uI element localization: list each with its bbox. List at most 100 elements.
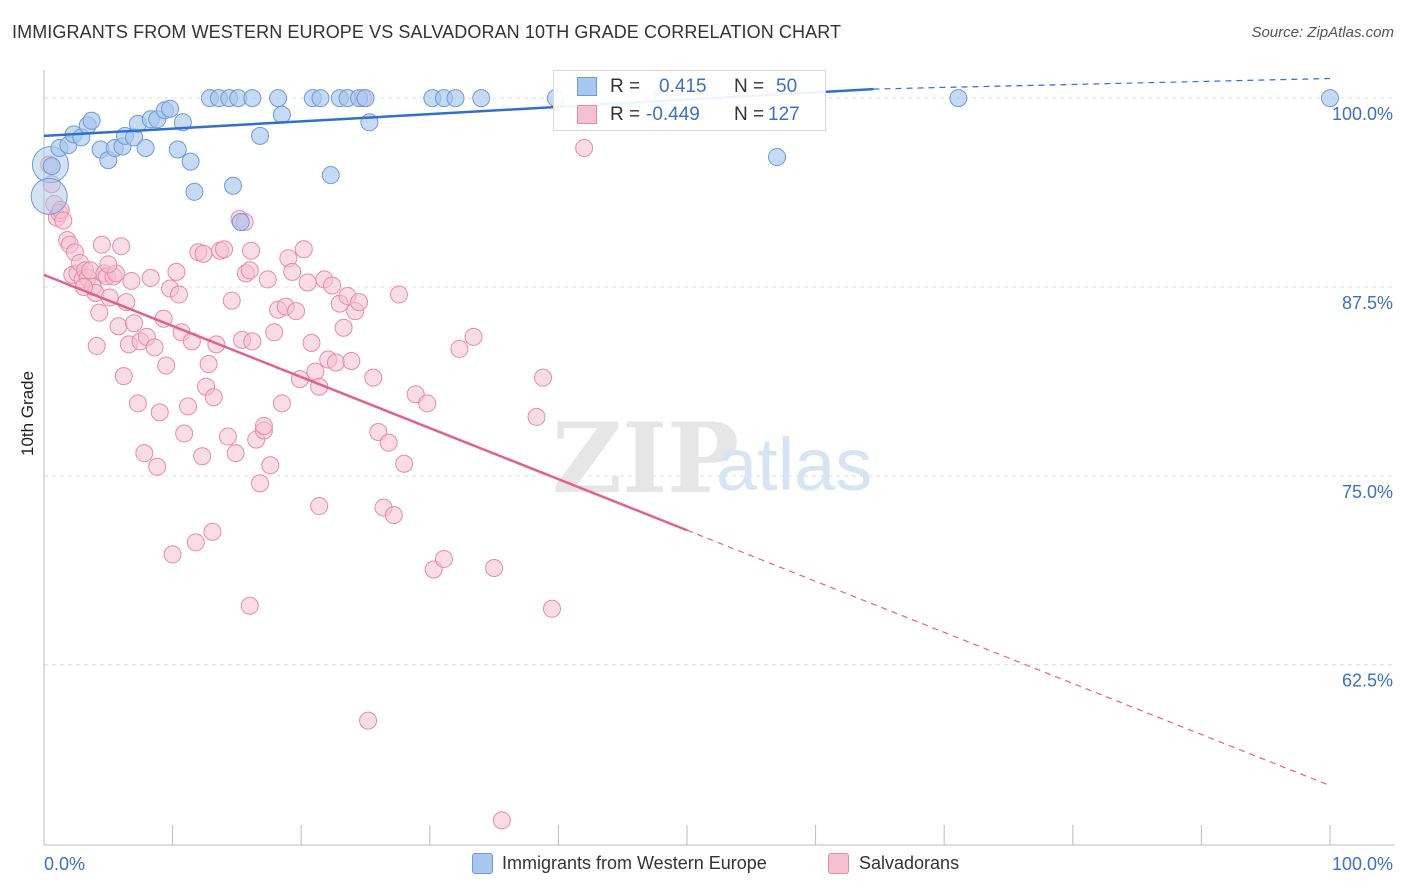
salvadoran-point: [533, 368, 552, 387]
western-europe-point: [42, 157, 61, 176]
salvadoran-point: [99, 255, 118, 274]
salvadoran-point: [272, 394, 291, 413]
y-tick-label: 87.5%: [1342, 293, 1393, 313]
salvadoran-point: [395, 454, 414, 473]
salvadoran-point: [240, 261, 259, 280]
salvadoran-point: [434, 549, 453, 568]
western-europe-point: [269, 89, 288, 108]
salvadoran-point: [112, 237, 131, 256]
salvadoran-point: [199, 355, 218, 374]
correlation-legend: R = 0.415 N = 50 R = -0.449 N = 127: [553, 70, 826, 131]
salvadoran-point: [342, 352, 361, 371]
salvadoran-point: [226, 444, 245, 463]
western-europe-point: [168, 140, 187, 159]
salvadoran-point: [527, 407, 546, 426]
salvadoran-point: [125, 314, 144, 333]
chart-title: IMMIGRANTS FROM WESTERN EUROPE VS SALVAD…: [12, 22, 842, 42]
salvadoran-point: [54, 211, 73, 230]
legend-row-salvadorans: R = -0.449 N = 127: [554, 101, 825, 129]
salvadoran-point: [148, 457, 167, 476]
salvadoran-point: [109, 317, 128, 336]
legend-swatch-blue: [577, 77, 597, 96]
tick-labels: 100.0% 87.5% 75.0% 62.5% 0.0% 100.0%: [44, 104, 1393, 874]
western-europe-point: [173, 113, 192, 132]
n-value-pink: 127: [768, 104, 800, 125]
r-label: R =: [610, 104, 641, 125]
western-europe-point: [321, 166, 340, 185]
trend-line-salvadorans: [43, 273, 688, 532]
western-europe-point: [251, 126, 270, 145]
salvadoran-point: [261, 456, 280, 475]
salvadoran-point: [218, 427, 237, 446]
salvadoran-point: [135, 444, 154, 463]
salvadoran-point: [175, 424, 194, 443]
salvadoran-point: [251, 474, 270, 493]
salvadoran-point: [122, 271, 141, 290]
n-value-blue: 50: [776, 76, 798, 97]
y-tick-label: 75.0%: [1342, 482, 1393, 502]
western-europe-point: [949, 89, 968, 108]
salvadoran-point: [215, 240, 234, 259]
salvadoran-point: [150, 403, 169, 422]
watermark-atlas: atlas: [716, 423, 872, 506]
salvadoran-point: [364, 368, 383, 387]
legend-label-western-europe: Immigrants from Western Europe: [502, 853, 767, 873]
salvadoran-point: [389, 285, 408, 304]
western-europe-point: [181, 152, 200, 171]
salvadoran-point: [87, 336, 106, 355]
r-value-blue: 0.415: [659, 76, 707, 97]
western-europe-point: [185, 182, 204, 201]
western-europe-point: [446, 89, 465, 108]
salvadoran-point: [492, 811, 511, 830]
n-label: N =: [734, 76, 765, 97]
salvadoran-point: [310, 497, 329, 516]
salvadoran-point: [384, 506, 403, 525]
salvadoran-point: [179, 397, 198, 416]
n-label: N =: [734, 104, 765, 125]
salvadoran-point: [167, 262, 186, 281]
salvadoran-point: [222, 291, 241, 310]
legend-swatch-blue: [472, 853, 493, 874]
salvadoran-point: [193, 447, 212, 466]
salvadoran-point: [170, 285, 189, 304]
salvadoran-point: [464, 327, 483, 346]
salvadoran-point: [542, 599, 561, 618]
western-europe-point: [161, 99, 180, 118]
salvadoran-point: [92, 235, 111, 254]
grid-lines: [44, 97, 1395, 666]
salvadoran-point: [254, 416, 273, 435]
salvadoran-point: [326, 353, 345, 372]
salvadoran-point: [575, 138, 594, 157]
western-europe-point: [272, 105, 291, 124]
western-europe-point: [243, 89, 262, 108]
trend-line-salvadorans-extension: [686, 529, 1331, 787]
legend-label-salvadorans: Salvadorans: [859, 853, 960, 873]
y-axis-label: 10th Grade: [18, 370, 37, 456]
r-label: R =: [610, 76, 641, 97]
trend-line-western-europe-extension: [873, 77, 1331, 90]
western-europe-point: [472, 89, 491, 108]
salvadoran-point: [334, 318, 353, 337]
western-europe-point: [768, 148, 787, 167]
western-europe-point: [311, 89, 330, 108]
western-europe-point: [224, 176, 243, 195]
salvadoran-point: [450, 339, 469, 358]
salvadoran-point: [323, 276, 342, 295]
salvadoran-point: [242, 241, 261, 260]
salvadoran-point: [114, 367, 133, 386]
salvadoran-point: [141, 268, 160, 287]
salvadoran-point: [294, 240, 313, 259]
salvadoran-point: [203, 522, 222, 541]
salvadoran-point: [287, 302, 306, 321]
salvadoran-point: [359, 711, 378, 730]
salvadoran-point: [306, 362, 325, 381]
salvadoran-point: [194, 244, 213, 263]
salvadoran-point: [145, 338, 164, 357]
salvadoran-point: [163, 545, 182, 564]
salvadoran-point: [298, 273, 317, 292]
legend-swatch-pink: [828, 853, 849, 874]
salvadoran-point: [379, 433, 398, 452]
salvadoran-point: [265, 323, 284, 342]
